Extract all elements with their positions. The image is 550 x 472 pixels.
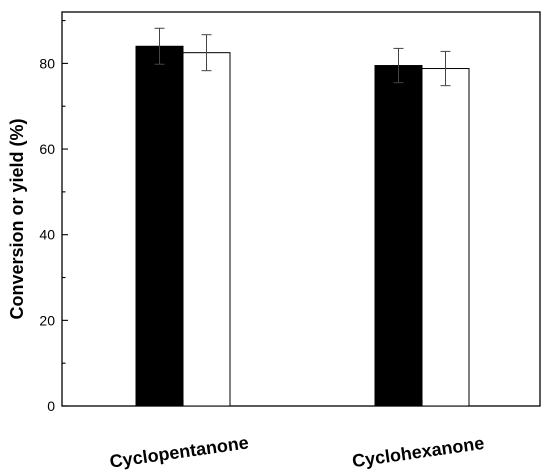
error-bar-series1-cyclopentanone	[154, 27, 165, 65]
error-bar-series2-cyclopentanone	[201, 34, 212, 72]
y-tick-label: 60	[39, 141, 55, 157]
y-axis-title: Conversion or yield (%)	[7, 118, 27, 319]
y-tick-label: 20	[39, 312, 55, 328]
x-tick-label-cyclopentanone: Cyclopentanone	[108, 432, 249, 471]
x-axis: Cyclopentanone Cyclohexanone	[108, 400, 485, 472]
plot-frame	[61, 11, 541, 407]
plot-area	[61, 11, 541, 407]
error-bar-series1-cyclohexanone	[393, 47, 404, 84]
y-axis: 0 20 40 60 80	[39, 20, 68, 414]
bar-series1-cyclohexanone	[374, 65, 423, 407]
bar-series1-cyclopentanone	[135, 45, 184, 407]
error-bars	[154, 27, 451, 87]
y-tick-label: 0	[47, 398, 55, 414]
y-tick-label: 80	[39, 55, 55, 71]
error-bar-series2-cyclohexanone	[440, 50, 451, 87]
x-tick-label-cyclohexanone: Cyclohexanone	[351, 433, 486, 471]
bar-series2-cyclopentanone	[182, 52, 231, 407]
bar-series2-cyclohexanone	[421, 68, 470, 407]
y-tick-label: 40	[39, 227, 55, 243]
bars	[135, 45, 470, 407]
